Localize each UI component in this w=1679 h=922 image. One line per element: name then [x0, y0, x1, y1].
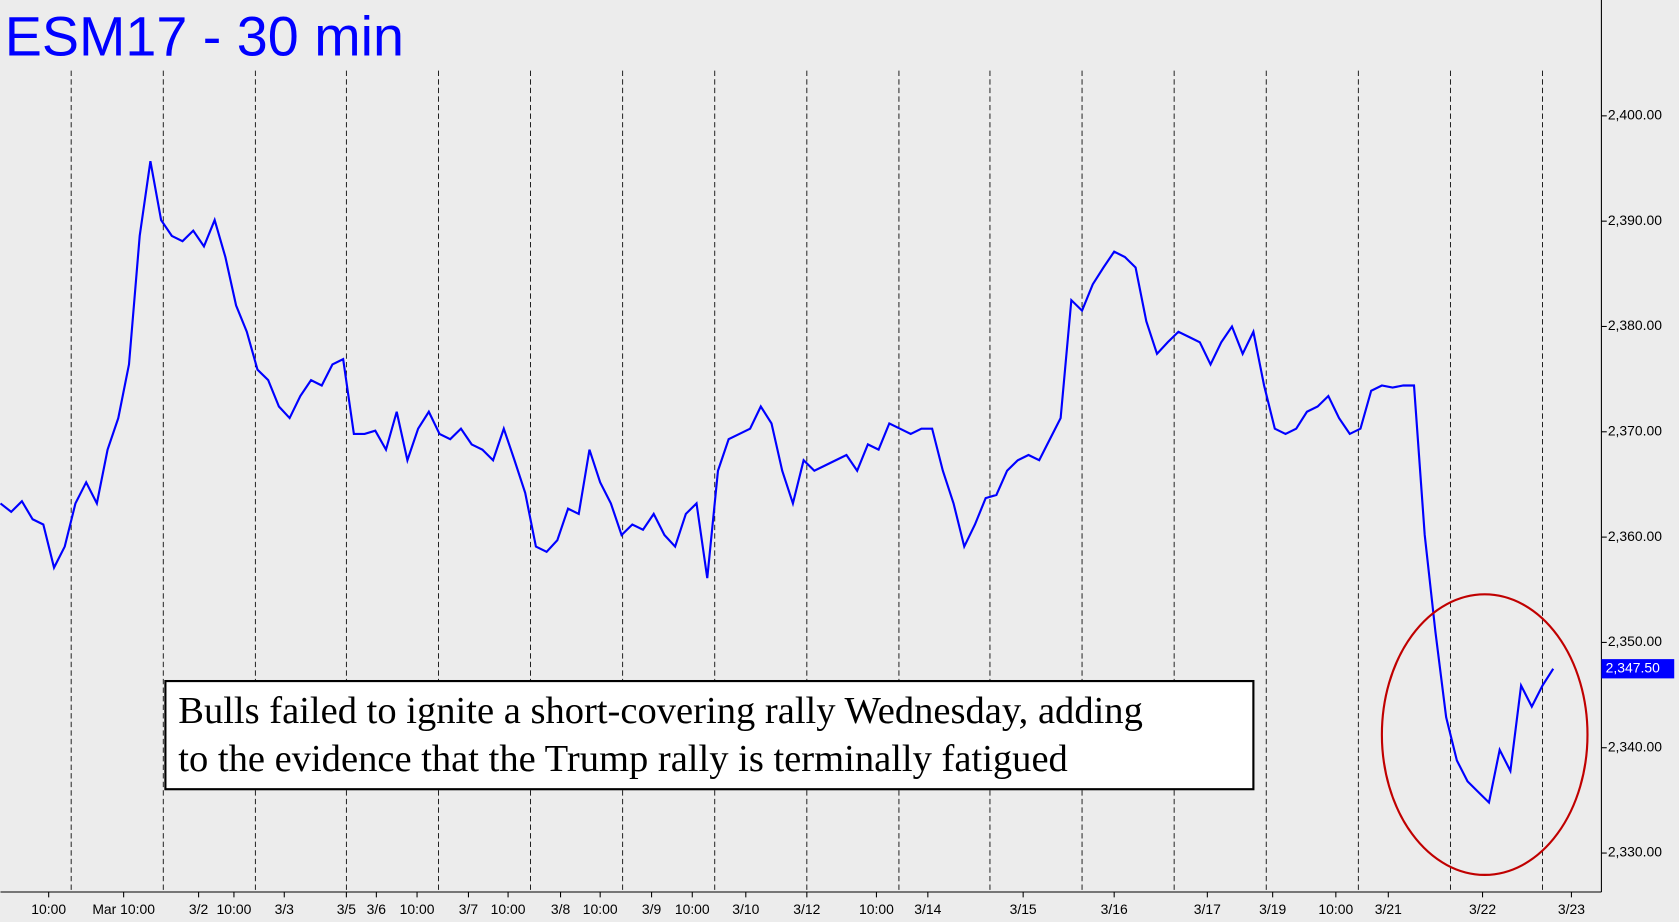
x-tick-label: 10:00	[583, 901, 618, 917]
y-tick-label: 2,380.00	[1608, 317, 1662, 333]
x-tick-label: 3/15	[1010, 901, 1037, 917]
annotation-line: to the evidence that the Trump rally is …	[178, 738, 1068, 780]
x-tick-label: 10:00	[31, 901, 66, 917]
y-tick-label: 2,340.00	[1608, 738, 1662, 754]
price-line	[0, 160, 1555, 805]
x-tick-label: 3/2	[189, 901, 209, 917]
x-tick-label: 3/19	[1259, 901, 1286, 917]
x-tick-label: Mar 10:00	[92, 901, 155, 917]
chart-title: ESM17 - 30 min	[5, 6, 404, 68]
x-tick-label: 3/8	[551, 901, 571, 917]
x-tick-label: 3/10	[732, 901, 759, 917]
y-tick-label: 2,390.00	[1608, 212, 1662, 228]
x-tick-label: 3/22	[1469, 901, 1496, 917]
x-tick-label: 3/6	[367, 901, 387, 917]
x-tick-label: 3/9	[642, 901, 662, 917]
x-tick-label: 10:00	[400, 901, 435, 917]
annotation-box	[164, 679, 1255, 791]
y-tick-label: 2,400.00	[1608, 107, 1662, 123]
x-tick-label: 3/7	[459, 901, 479, 917]
x-tick-label: 10:00	[491, 901, 526, 917]
x-tick-label: 3/14	[914, 901, 941, 917]
y-tick-label: 2,330.00	[1608, 844, 1662, 860]
last-price-label: 2,347.50	[1606, 659, 1660, 675]
x-tick-label: 3/5	[337, 901, 357, 917]
x-tick-label: 3/21	[1375, 901, 1402, 917]
x-tick-label: 3/12	[793, 901, 820, 917]
x-tick-label: 10:00	[675, 901, 710, 917]
x-tick-label: 3/17	[1194, 901, 1221, 917]
x-tick-label: 10:00	[217, 901, 252, 917]
annotation-line: Bulls failed to ignite a short-covering …	[178, 690, 1143, 732]
x-tick-label: 10:00	[859, 901, 894, 917]
x-tick-label: 3/16	[1101, 901, 1128, 917]
y-tick-label: 2,370.00	[1608, 422, 1662, 438]
x-tick-label: 3/3	[275, 901, 295, 917]
last-price-box	[1601, 659, 1675, 679]
x-tick-label: 3/23	[1558, 901, 1585, 917]
highlight-ellipse	[1380, 593, 1589, 876]
x-tick-label: 10:00	[1318, 901, 1353, 917]
y-tick-label: 2,350.00	[1608, 633, 1662, 649]
y-tick-label: 2,360.00	[1608, 528, 1662, 544]
